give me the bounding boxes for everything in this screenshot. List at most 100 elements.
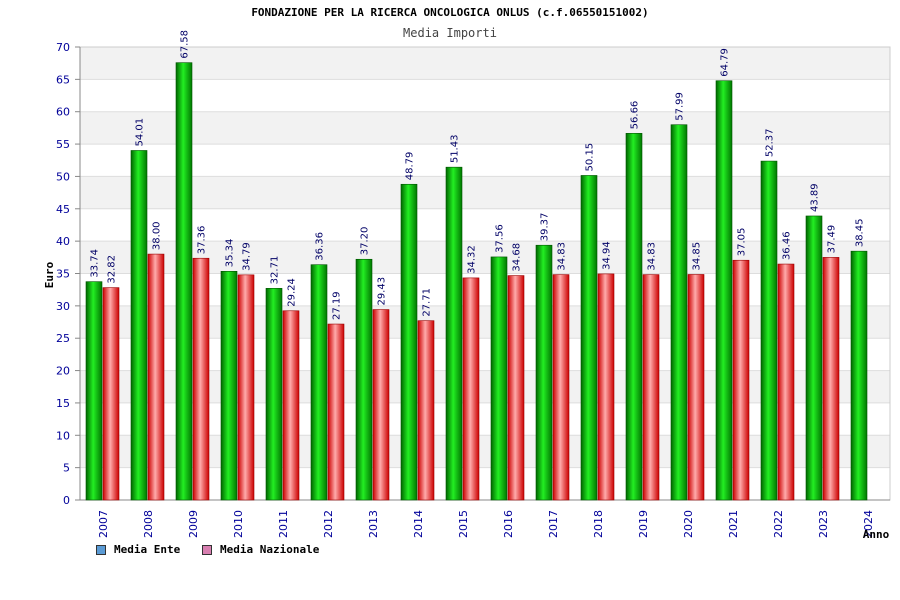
data-label-media-nazionale-2019: 34.83 xyxy=(647,242,658,271)
grid-band xyxy=(80,111,890,145)
x-tick-label-2012: 2012 xyxy=(322,510,335,538)
data-label-media-ente-2018: 50.15 xyxy=(585,143,596,172)
data-label-media-ente-2015: 51.43 xyxy=(450,135,461,164)
bar-media-ente-2018 xyxy=(580,175,598,501)
bar-media-nazionale-2015 xyxy=(462,277,480,501)
x-tick-label-2021: 2021 xyxy=(727,510,740,538)
bar-media-nazionale-2013 xyxy=(372,309,390,501)
data-label-media-nazionale-2010: 34.79 xyxy=(242,242,253,271)
bar-media-ente-2015 xyxy=(445,166,463,501)
data-label-media-ente-2017: 39.37 xyxy=(540,213,551,242)
legend-swatch-media-nazionale xyxy=(202,544,212,555)
y-tick-label: 15 xyxy=(56,397,70,410)
data-label-media-ente-2012: 36.36 xyxy=(315,232,326,261)
bar-media-nazionale-2020 xyxy=(687,274,705,501)
data-label-media-nazionale-2016: 34.68 xyxy=(512,243,523,272)
chart-subtitle: Media Importi xyxy=(403,26,497,40)
data-label-media-nazionale-2017: 34.83 xyxy=(557,242,568,271)
data-label-media-nazionale-2013: 29.43 xyxy=(377,277,388,306)
y-tick-label: 50 xyxy=(56,170,70,183)
data-label-media-nazionale-2014: 27.71 xyxy=(422,288,433,317)
bar-media-ente-2022 xyxy=(760,160,778,501)
x-tick-label-2007: 2007 xyxy=(97,510,110,538)
x-tick-label-2011: 2011 xyxy=(277,510,290,538)
x-tick-label-2022: 2022 xyxy=(772,510,785,538)
x-tick-label-2024: 2024 xyxy=(862,510,875,538)
bar-media-ente-2011 xyxy=(265,288,283,501)
x-tick-label-2019: 2019 xyxy=(637,510,650,538)
legend-item-media-ente: Media Ente xyxy=(96,543,180,556)
data-label-media-nazionale-2023: 37.49 xyxy=(827,225,838,254)
data-label-media-ente-2022: 52.37 xyxy=(765,128,776,157)
data-label-media-ente-2014: 48.79 xyxy=(405,152,416,181)
data-label-media-nazionale-2020: 34.85 xyxy=(692,242,703,271)
y-tick-label: 30 xyxy=(56,300,70,313)
bar-media-nazionale-2023 xyxy=(822,257,840,501)
grid-band xyxy=(80,47,890,80)
legend-label-media-nazionale: Media Nazionale xyxy=(220,543,320,556)
x-tick-label-2013: 2013 xyxy=(367,510,380,538)
grid-band xyxy=(80,370,890,403)
data-label-media-ente-2024: 38.45 xyxy=(855,219,866,248)
bar-media-nazionale-2019 xyxy=(642,274,660,501)
x-tick-label-2018: 2018 xyxy=(592,510,605,538)
bar-media-ente-2021 xyxy=(715,80,733,501)
bar-media-ente-2009 xyxy=(175,62,193,501)
y-tick-label: 45 xyxy=(56,203,70,216)
x-tick-label-2017: 2017 xyxy=(547,510,560,538)
data-label-media-nazionale-2015: 34.32 xyxy=(467,245,478,274)
legend-label-media-ente: Media Ente xyxy=(114,543,181,556)
bar-media-nazionale-2021 xyxy=(732,259,750,501)
bar-media-ente-2014 xyxy=(400,183,418,501)
y-tick-label: 60 xyxy=(56,106,70,119)
bar-media-ente-2010 xyxy=(220,270,238,501)
x-tick-label-2008: 2008 xyxy=(142,510,155,538)
data-label-media-ente-2008: 54.01 xyxy=(135,118,146,147)
data-label-media-ente-2011: 32.71 xyxy=(270,256,281,285)
data-label-media-ente-2009: 67.58 xyxy=(180,30,191,59)
data-label-media-ente-2013: 37.20 xyxy=(360,227,371,256)
data-label-media-nazionale-2012: 27.19 xyxy=(332,291,343,320)
y-tick-label: 65 xyxy=(56,73,70,86)
bar-media-ente-2016 xyxy=(490,256,508,501)
x-tick-label-2020: 2020 xyxy=(682,510,695,538)
x-tick-label-2015: 2015 xyxy=(457,510,470,538)
bar-media-ente-2013 xyxy=(355,258,373,501)
bar-media-ente-2008 xyxy=(130,150,148,501)
bar-media-ente-2007 xyxy=(85,281,103,501)
bar-media-ente-2024 xyxy=(850,250,868,501)
x-tick-label-2014: 2014 xyxy=(412,510,425,538)
data-label-media-ente-2016: 37.56 xyxy=(495,224,506,253)
grid-band xyxy=(80,176,890,209)
bar-media-nazionale-2008 xyxy=(147,253,165,501)
data-label-media-ente-2021: 64.79 xyxy=(720,48,731,77)
bar-media-nazionale-2007 xyxy=(102,287,120,501)
x-tick-label-2009: 2009 xyxy=(187,510,200,538)
bar-media-nazionale-2022 xyxy=(777,263,795,501)
chart-title: FONDAZIONE PER LA RICERCA ONCOLOGICA ONL… xyxy=(251,6,649,19)
legend-swatch-media-ente xyxy=(96,544,106,555)
grid-band xyxy=(80,241,890,274)
data-label-media-nazionale-2009: 37.36 xyxy=(197,226,208,255)
data-label-media-nazionale-2021: 37.05 xyxy=(737,228,748,257)
y-tick-label: 70 xyxy=(56,41,70,54)
bar-media-nazionale-2016 xyxy=(507,275,525,501)
bar-media-nazionale-2018 xyxy=(597,273,615,501)
bar-media-ente-2017 xyxy=(535,244,553,501)
y-axis-label: Euro xyxy=(43,261,56,288)
x-tick-label-2010: 2010 xyxy=(232,510,245,538)
bar-media-ente-2019 xyxy=(625,133,643,501)
y-tick-label: 5 xyxy=(63,462,70,475)
y-tick-label: 25 xyxy=(56,332,70,345)
data-label-media-ente-2020: 57.99 xyxy=(675,92,686,121)
data-label-media-ente-2019: 56.66 xyxy=(630,101,641,130)
data-label-media-nazionale-2011: 29.24 xyxy=(287,278,298,307)
x-axis-label: Anno xyxy=(863,528,890,541)
bar-media-ente-2012 xyxy=(310,264,328,501)
x-tick-label-2023: 2023 xyxy=(817,510,830,538)
y-tick-label: 0 xyxy=(63,494,70,507)
data-label-media-ente-2007: 33.74 xyxy=(90,249,101,278)
data-label-media-nazionale-2022: 36.46 xyxy=(782,231,793,260)
y-tick-label: 55 xyxy=(56,138,70,151)
